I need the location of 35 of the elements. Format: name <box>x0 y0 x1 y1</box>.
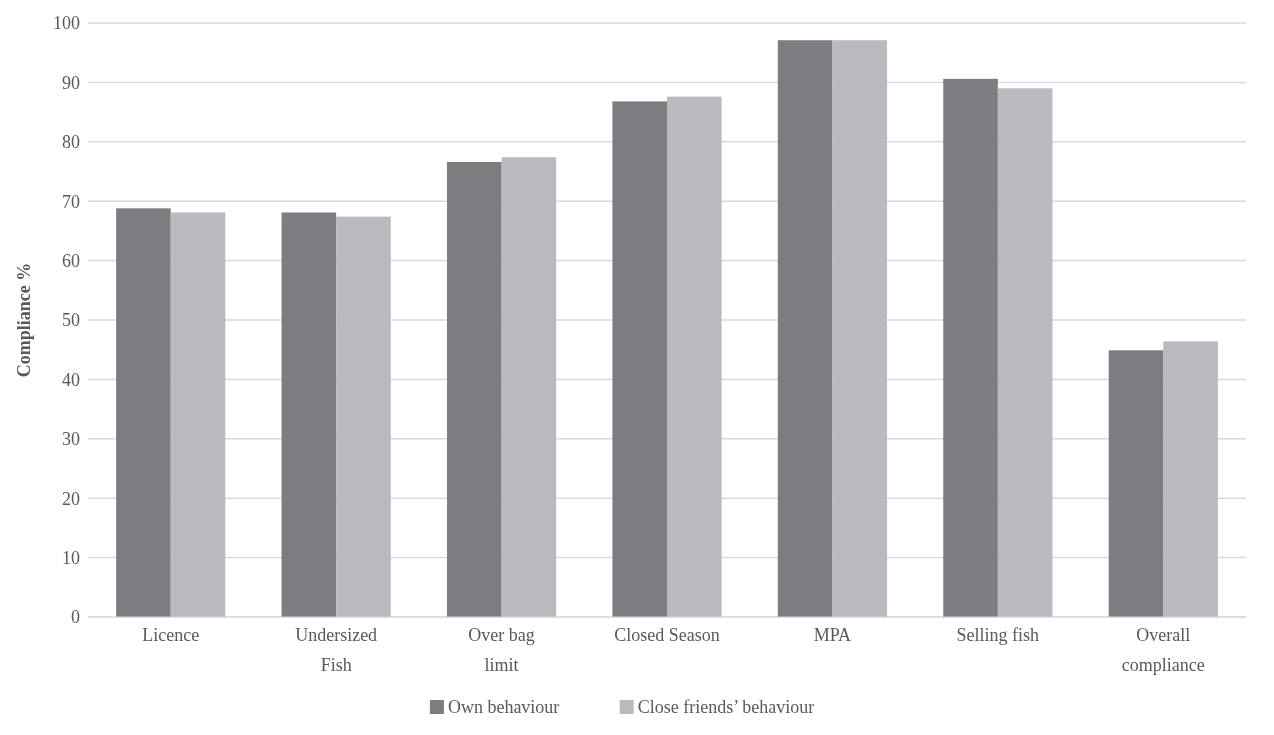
x-tick-label: Licence <box>142 625 200 645</box>
bar <box>777 40 833 617</box>
legend-label: Own behaviour <box>447 697 560 718</box>
bar <box>446 162 502 617</box>
y-tick-label: 30 <box>62 429 80 450</box>
y-tick-label: 60 <box>62 250 80 271</box>
y-tick-label: 0 <box>71 607 80 628</box>
y-tick-label: 40 <box>62 369 80 390</box>
y-tick-label: 10 <box>62 547 80 568</box>
bar <box>997 88 1053 617</box>
x-tick-label: Over bag limit <box>468 625 535 675</box>
bar <box>116 208 171 617</box>
x-tick-label: Selling fish <box>956 625 1040 645</box>
bar <box>667 96 722 617</box>
y-tick-label: 100 <box>53 13 80 34</box>
bar <box>1108 350 1164 617</box>
y-tick-label: 90 <box>62 72 80 93</box>
bar <box>281 212 337 617</box>
y-tick-label: 50 <box>62 310 80 331</box>
bar <box>943 78 998 617</box>
y-tick-label: 70 <box>62 191 80 212</box>
bar <box>170 212 226 617</box>
legend-label: Close friends’ behaviour <box>637 697 815 718</box>
y-tick-label: 20 <box>62 488 80 509</box>
bar <box>336 216 391 617</box>
x-tick-label: Overall compliance <box>1121 625 1205 675</box>
x-tick-label: Closed Season <box>614 625 720 645</box>
x-tick-label: Undersized Fish <box>295 625 378 675</box>
y-axis-title: Compliance % <box>14 262 34 378</box>
y-tick-label: 80 <box>62 132 80 153</box>
bar <box>1163 341 1218 617</box>
bar <box>612 101 667 617</box>
bar <box>501 157 557 617</box>
x-tick-label: MPA <box>813 625 852 645</box>
bar <box>832 40 888 617</box>
